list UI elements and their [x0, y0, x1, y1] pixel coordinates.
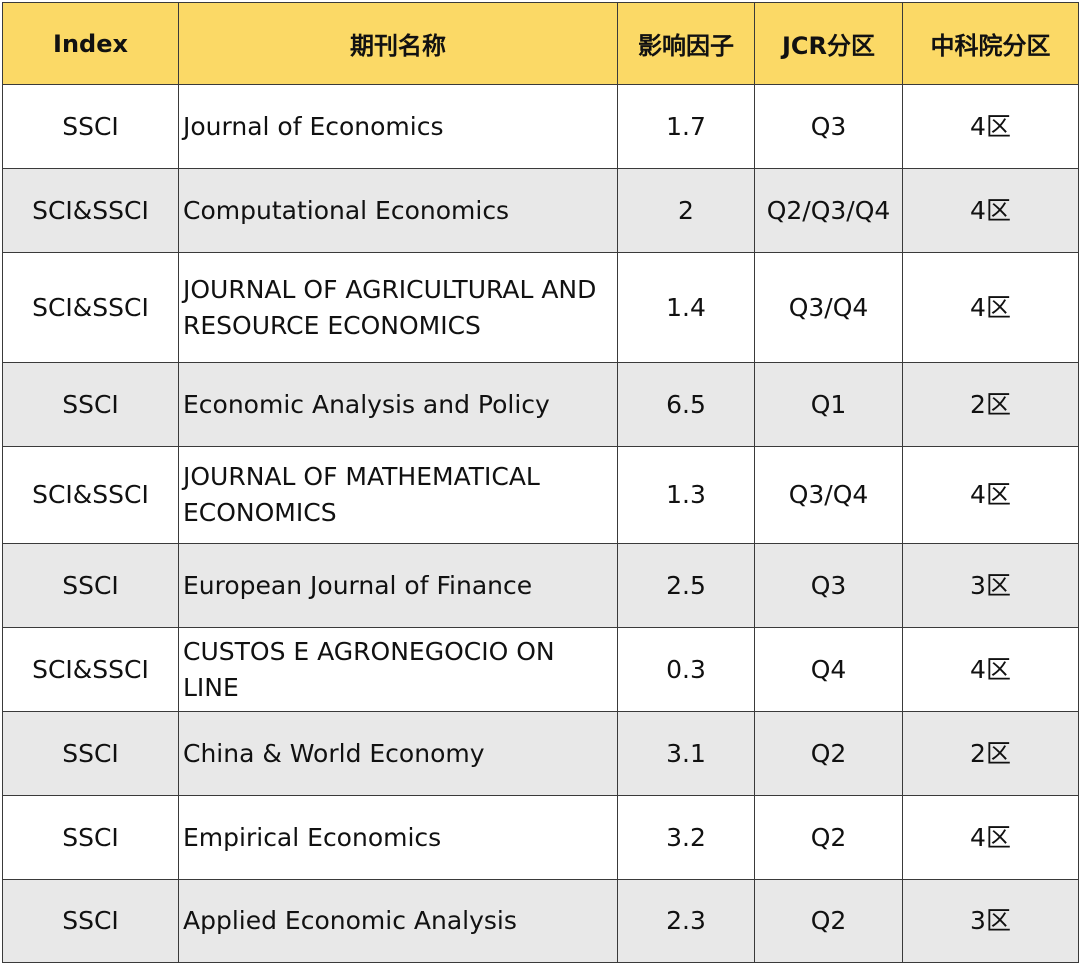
cell-impact-factor: 6.5 — [617, 362, 755, 447]
cell-jcr-zone: Q2 — [754, 711, 903, 796]
cell-index: SSCI — [2, 543, 179, 628]
cell-journal-name: Computational Economics — [178, 168, 618, 253]
table-row: SSCI Applied Economic Analysis 2.3 Q2 3区 — [2, 879, 1079, 963]
cell-jcr-zone: Q2 — [754, 795, 903, 880]
table-row: SSCI China & World Economy 3.1 Q2 2区 — [2, 711, 1079, 796]
cell-cas-zone: 4区 — [902, 795, 1079, 880]
header-row: Index 期刊名称 影响因子 JCR分区 中科院分区 — [2, 2, 1079, 85]
cell-impact-factor: 2.5 — [617, 543, 755, 628]
cell-cas-zone: 4区 — [902, 252, 1079, 363]
header-impact-factor: 影响因子 — [617, 2, 755, 85]
cell-jcr-zone: Q3/Q4 — [754, 252, 903, 363]
cell-impact-factor: 2 — [617, 168, 755, 253]
table-row: SSCI Empirical Economics 3.2 Q2 4区 — [2, 795, 1079, 880]
table-row: SSCI Economic Analysis and Policy 6.5 Q1… — [2, 362, 1079, 447]
cell-jcr-zone: Q2/Q3/Q4 — [754, 168, 903, 253]
cell-journal-name: JOURNAL OF MATHEMATICAL ECONOMICS — [178, 446, 618, 544]
cell-index: SSCI — [2, 362, 179, 447]
cell-impact-factor: 2.3 — [617, 879, 755, 963]
cell-index: SSCI — [2, 795, 179, 880]
cell-impact-factor: 1.3 — [617, 446, 755, 544]
cell-index: SSCI — [2, 84, 179, 169]
cell-index: SSCI — [2, 879, 179, 963]
cell-journal-name: JOURNAL OF AGRICULTURAL AND RESOURCE ECO… — [178, 252, 618, 363]
cell-index: SSCI — [2, 711, 179, 796]
cell-cas-zone: 4区 — [902, 627, 1079, 712]
cell-jcr-zone: Q2 — [754, 879, 903, 963]
cell-cas-zone: 4区 — [902, 84, 1079, 169]
cell-cas-zone: 2区 — [902, 362, 1079, 447]
table-row: SCI&SSCI CUSTOS E AGRONEGOCIO ON LINE 0.… — [2, 627, 1079, 712]
header-jcr-zone: JCR分区 — [754, 2, 903, 85]
cell-journal-name: Empirical Economics — [178, 795, 618, 880]
cell-cas-zone: 3区 — [902, 879, 1079, 963]
header-cas-zone: 中科院分区 — [902, 2, 1079, 85]
cell-impact-factor: 1.4 — [617, 252, 755, 363]
cell-journal-name: Applied Economic Analysis — [178, 879, 618, 963]
cell-impact-factor: 1.7 — [617, 84, 755, 169]
cell-index: SCI&SSCI — [2, 252, 179, 363]
cell-jcr-zone: Q3/Q4 — [754, 446, 903, 544]
cell-cas-zone: 4区 — [902, 168, 1079, 253]
cell-impact-factor: 0.3 — [617, 627, 755, 712]
table-row: SSCI Journal of Economics 1.7 Q3 4区 — [2, 84, 1079, 169]
header-journal-name: 期刊名称 — [178, 2, 618, 85]
cell-journal-name: CUSTOS E AGRONEGOCIO ON LINE — [178, 627, 618, 712]
cell-impact-factor: 3.2 — [617, 795, 755, 880]
table-row: SSCI European Journal of Finance 2.5 Q3 … — [2, 543, 1079, 628]
cell-journal-name: European Journal of Finance — [178, 543, 618, 628]
table-row: SCI&SSCI JOURNAL OF MATHEMATICAL ECONOMI… — [2, 446, 1079, 544]
cell-journal-name: Journal of Economics — [178, 84, 618, 169]
cell-journal-name: China & World Economy — [178, 711, 618, 796]
cell-impact-factor: 3.1 — [617, 711, 755, 796]
cell-jcr-zone: Q3 — [754, 543, 903, 628]
cell-cas-zone: 3区 — [902, 543, 1079, 628]
table-row: SCI&SSCI JOURNAL OF AGRICULTURAL AND RES… — [2, 252, 1079, 363]
cell-journal-name: Economic Analysis and Policy — [178, 362, 618, 447]
cell-jcr-zone: Q3 — [754, 84, 903, 169]
cell-cas-zone: 2区 — [902, 711, 1079, 796]
cell-cas-zone: 4区 — [902, 446, 1079, 544]
table-row: SCI&SSCI Computational Economics 2 Q2/Q3… — [2, 168, 1079, 253]
cell-index: SCI&SSCI — [2, 446, 179, 544]
cell-index: SCI&SSCI — [2, 627, 179, 712]
cell-jcr-zone: Q1 — [754, 362, 903, 447]
cell-index: SCI&SSCI — [2, 168, 179, 253]
header-index: Index — [2, 2, 179, 85]
cell-jcr-zone: Q4 — [754, 627, 903, 712]
